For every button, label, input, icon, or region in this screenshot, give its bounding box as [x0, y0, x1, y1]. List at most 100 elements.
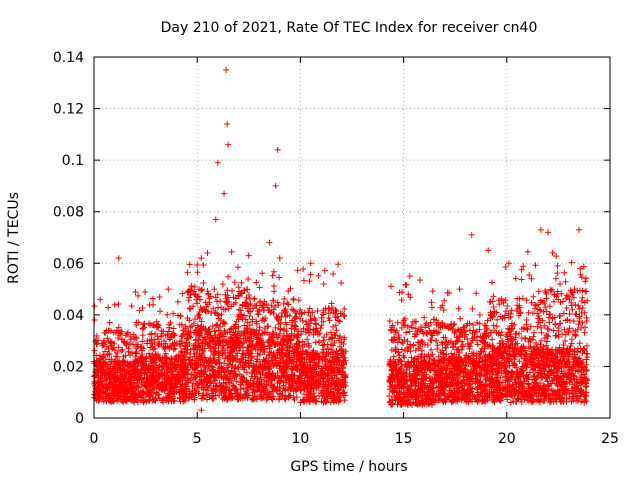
data-point — [162, 359, 169, 366]
data-point — [176, 394, 183, 401]
data-point — [99, 342, 106, 349]
data-point — [134, 362, 141, 369]
data-point — [122, 389, 129, 396]
data-point — [123, 396, 130, 403]
data-point — [172, 345, 179, 352]
data-point — [97, 393, 104, 400]
data-point — [151, 396, 158, 403]
chart-title: Day 210 of 2021, Rate Of TEC Index for r… — [161, 20, 538, 36]
data-point — [168, 398, 175, 405]
data-point — [139, 332, 146, 339]
data-point — [178, 366, 185, 373]
data-point — [100, 337, 107, 344]
data-point — [166, 324, 173, 331]
data-point — [133, 384, 140, 391]
data-point — [103, 384, 110, 391]
data-point — [164, 311, 171, 318]
data-point — [161, 386, 168, 393]
data-point — [146, 301, 153, 308]
data-point — [170, 346, 177, 353]
data-point — [183, 339, 190, 346]
data-point — [120, 365, 127, 372]
data-point — [138, 358, 145, 365]
data-point — [162, 385, 169, 392]
data-point — [115, 324, 122, 331]
data-point — [132, 358, 139, 365]
data-point — [155, 367, 162, 374]
y-axis-label: ROTI / TECUs — [6, 192, 22, 284]
data-point — [149, 343, 156, 350]
data-point — [125, 345, 132, 352]
data-point — [174, 371, 181, 378]
data-point — [176, 341, 183, 348]
data-point — [166, 344, 173, 351]
data-point — [159, 387, 166, 394]
data-point — [142, 288, 149, 295]
data-point — [100, 398, 107, 405]
data-point — [156, 340, 163, 347]
data-point — [111, 392, 118, 399]
data-point — [171, 332, 178, 339]
x-tick-label: 25 — [601, 431, 619, 447]
data-point — [100, 368, 107, 375]
data-point — [149, 295, 156, 302]
data-point — [157, 308, 164, 315]
data-point — [161, 354, 168, 361]
data-point — [140, 388, 147, 395]
data-point — [231, 279, 238, 286]
data-point — [94, 389, 101, 396]
data-point — [165, 394, 172, 401]
data-point — [124, 330, 131, 337]
data-point — [168, 388, 175, 395]
data-point — [100, 352, 107, 359]
data-point — [125, 375, 132, 382]
data-point — [140, 355, 147, 362]
x-tick-label: 20 — [498, 431, 516, 447]
data-point — [126, 362, 133, 369]
data-point — [115, 359, 122, 366]
data-point — [167, 319, 174, 326]
data-point — [129, 392, 136, 399]
y-tick-label: 0.1 — [62, 153, 84, 169]
data-point — [168, 380, 175, 387]
data-point — [120, 380, 127, 387]
x-tick-label: 0 — [90, 431, 99, 447]
data-point — [127, 336, 134, 343]
data-point — [111, 347, 118, 354]
data-point — [155, 336, 162, 343]
data-point — [127, 352, 134, 359]
data-point — [94, 357, 101, 364]
data-point — [183, 349, 190, 356]
data-point — [151, 365, 158, 372]
data-point — [161, 345, 168, 352]
data-point — [138, 394, 145, 401]
data-point — [122, 369, 129, 376]
data-point — [109, 367, 116, 374]
y-tick-label: 0 — [75, 411, 84, 427]
data-point — [179, 290, 186, 297]
data-point — [112, 353, 119, 360]
data-point — [180, 327, 187, 334]
data-point — [111, 301, 118, 308]
data-point — [135, 360, 142, 367]
data-point — [132, 373, 139, 380]
data-point — [116, 332, 123, 339]
data-point — [172, 365, 179, 372]
data-point — [174, 298, 181, 305]
data-point — [145, 320, 152, 327]
data-point — [182, 370, 189, 377]
data-point — [146, 337, 153, 344]
x-tick-label: 5 — [193, 431, 202, 447]
data-point — [121, 371, 128, 378]
data-point — [102, 359, 109, 366]
data-point — [120, 353, 127, 360]
data-point — [157, 382, 164, 389]
data-point — [178, 388, 185, 395]
y-tick-label: 0.06 — [53, 256, 84, 272]
data-point — [180, 398, 187, 405]
data-point — [157, 371, 164, 378]
data-point — [100, 363, 107, 370]
data-point — [148, 330, 155, 337]
data-point — [140, 399, 147, 406]
